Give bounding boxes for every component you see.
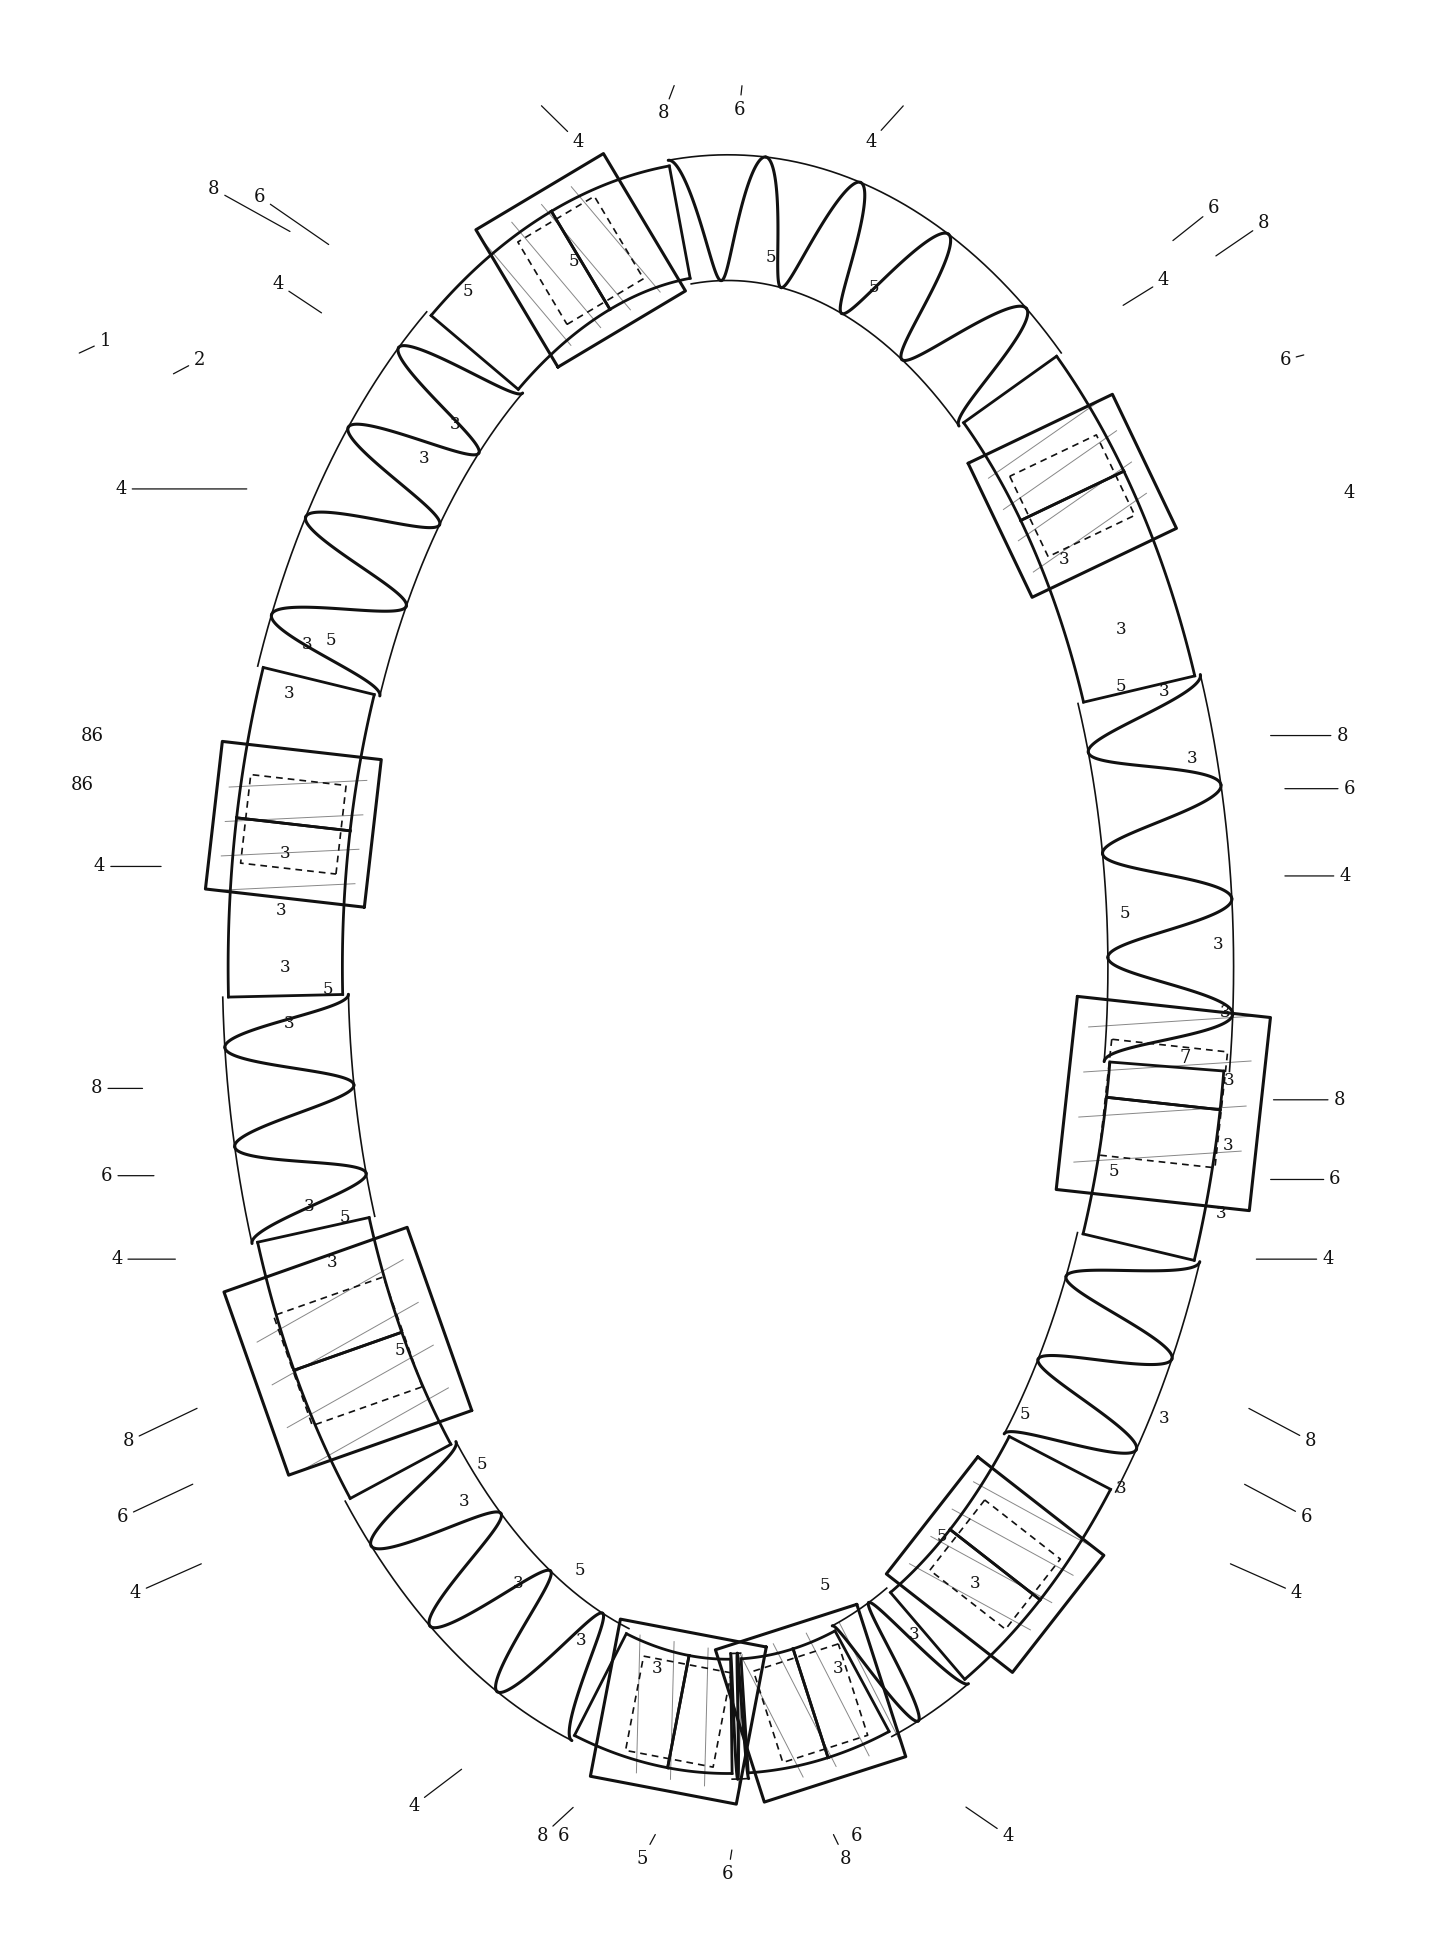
- Text: 3: 3: [1213, 936, 1223, 953]
- Text: 3: 3: [1220, 1004, 1230, 1021]
- Text: 86: 86: [82, 727, 103, 745]
- Text: 2: 2: [173, 350, 205, 373]
- Text: 3: 3: [513, 1574, 523, 1592]
- Text: 6: 6: [558, 1828, 569, 1845]
- Text: 8: 8: [122, 1408, 197, 1450]
- Text: 5: 5: [938, 1528, 948, 1545]
- Text: 3: 3: [301, 636, 312, 654]
- Text: 5: 5: [326, 632, 336, 650]
- Text: 8: 8: [833, 1835, 850, 1868]
- Text: 8: 8: [1271, 727, 1348, 745]
- Text: 8: 8: [537, 1808, 574, 1845]
- Text: 5: 5: [868, 278, 879, 296]
- Text: 4: 4: [1230, 1565, 1302, 1601]
- Text: 3: 3: [450, 416, 460, 433]
- Text: 8: 8: [1249, 1408, 1316, 1450]
- Text: 3: 3: [1159, 683, 1169, 700]
- Text: 3: 3: [328, 1255, 338, 1271]
- Text: 4: 4: [965, 1806, 1013, 1845]
- Text: 6: 6: [100, 1166, 154, 1186]
- Text: 8: 8: [1216, 215, 1270, 255]
- Text: 8: 8: [208, 180, 290, 232]
- Text: 5: 5: [1108, 1164, 1118, 1180]
- Text: 3: 3: [418, 451, 430, 468]
- Text: 5: 5: [636, 1835, 655, 1868]
- Text: 4: 4: [111, 1249, 175, 1269]
- Text: 3: 3: [1216, 1205, 1226, 1222]
- Text: 3: 3: [1115, 621, 1125, 638]
- Text: 3: 3: [284, 1015, 296, 1033]
- Text: 6: 6: [850, 1828, 862, 1845]
- Text: 4: 4: [1286, 866, 1351, 886]
- Text: 3: 3: [1059, 551, 1069, 567]
- Text: 6: 6: [722, 1851, 734, 1884]
- Text: 4: 4: [1123, 271, 1169, 306]
- Text: 5: 5: [766, 249, 776, 267]
- Text: 3: 3: [833, 1661, 843, 1677]
- Text: 3: 3: [280, 845, 291, 863]
- Text: 6: 6: [1286, 779, 1356, 797]
- Text: 5: 5: [478, 1456, 488, 1472]
- Text: 6: 6: [1280, 350, 1303, 369]
- Text: 6: 6: [1245, 1483, 1312, 1526]
- Text: 6: 6: [116, 1483, 192, 1526]
- Text: 4: 4: [542, 106, 584, 151]
- Text: 5: 5: [820, 1576, 830, 1594]
- Text: 5: 5: [568, 253, 579, 269]
- Text: 8: 8: [1274, 1091, 1345, 1108]
- Text: 4: 4: [93, 857, 162, 876]
- Text: 3: 3: [1115, 1480, 1125, 1497]
- Text: 3: 3: [304, 1197, 314, 1215]
- Text: 3: 3: [1159, 1410, 1169, 1427]
- Text: 86: 86: [71, 776, 95, 793]
- Text: 3: 3: [284, 685, 296, 702]
- Text: 8: 8: [658, 85, 674, 122]
- Text: 4: 4: [272, 275, 322, 313]
- Text: 3: 3: [651, 1661, 662, 1677]
- Text: 4: 4: [130, 1565, 201, 1601]
- Text: 8: 8: [90, 1079, 143, 1097]
- Text: 3: 3: [909, 1626, 919, 1644]
- Text: 5: 5: [463, 282, 473, 300]
- Text: 3: 3: [1187, 750, 1197, 766]
- Text: 5: 5: [1019, 1406, 1031, 1423]
- Text: 3: 3: [970, 1574, 980, 1592]
- Text: 5: 5: [341, 1209, 351, 1226]
- Text: 3: 3: [1223, 1137, 1233, 1155]
- Text: 5: 5: [1120, 905, 1130, 923]
- Text: 3: 3: [280, 959, 291, 975]
- Text: 4: 4: [1344, 484, 1356, 501]
- Text: 4: 4: [115, 480, 246, 497]
- Text: 4: 4: [1257, 1249, 1334, 1269]
- Text: 5: 5: [574, 1563, 585, 1578]
- Text: 1: 1: [79, 333, 111, 354]
- Text: 3: 3: [575, 1632, 587, 1650]
- Text: 6: 6: [1174, 199, 1219, 240]
- Text: 6: 6: [734, 85, 745, 118]
- Text: 5: 5: [323, 981, 333, 998]
- Text: 6: 6: [253, 188, 329, 244]
- Text: 3: 3: [459, 1493, 469, 1510]
- Text: 3: 3: [1224, 1071, 1235, 1089]
- Text: 7: 7: [1179, 1048, 1191, 1068]
- Text: 4: 4: [408, 1770, 462, 1814]
- Text: 3: 3: [275, 901, 287, 919]
- Text: 4: 4: [865, 106, 903, 151]
- Text: 5: 5: [1115, 677, 1125, 694]
- Text: 5: 5: [395, 1342, 405, 1360]
- Text: 6: 6: [1271, 1170, 1341, 1189]
